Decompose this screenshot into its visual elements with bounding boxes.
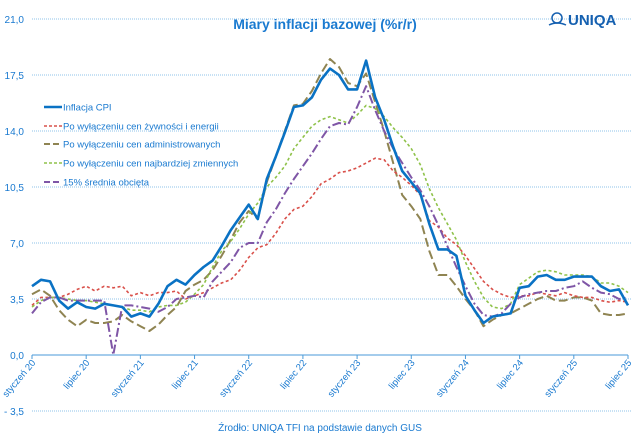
legend-label: Po wyłączeniu cen najbardziej zmiennych bbox=[63, 159, 238, 170]
y-tick-label: 14,0 bbox=[5, 127, 25, 138]
legend-label: Po wyłączeniu cen administrowanych bbox=[63, 140, 220, 151]
series-lines bbox=[31, 58, 630, 356]
x-axis: styczeń 20 lipiec 20 styczeń 21 lipiec 21 st… bbox=[1, 354, 634, 400]
x-tick-label: styczeń 25 bbox=[542, 358, 580, 400]
y-tick-label: - 3,5 bbox=[4, 407, 24, 418]
series-line-2 bbox=[31, 58, 629, 332]
y-tick-label: 7,0 bbox=[10, 239, 24, 250]
x-tick-label: styczeń 20 bbox=[1, 358, 39, 400]
y-tick-label: 0,0 bbox=[10, 351, 24, 362]
legend: Inflacja CPI Po wyłączeniu cen żywności i… bbox=[44, 103, 238, 189]
uniqa-logo-text: UNIQA bbox=[568, 12, 617, 29]
source-note: Źrodło: UNIQA TFI na podstawie danych GU… bbox=[218, 421, 422, 434]
x-tick-label: lipiec 20 bbox=[62, 358, 93, 392]
legend-label: Po wyłączeniu cen żywności i energii bbox=[63, 122, 219, 133]
y-tick-label: 10,5 bbox=[5, 183, 25, 194]
legend-label: 15% średnia obcięta bbox=[63, 178, 150, 189]
y-tick-label: 21,0 bbox=[5, 15, 25, 26]
x-tick-label: lipiec 22 bbox=[278, 358, 309, 392]
x-tick-label: styczeń 21 bbox=[109, 358, 147, 400]
x-tick-label: styczeń 22 bbox=[217, 358, 255, 400]
y-axis-ticks: 21,0 17,5 14,0 10,5 7,0 3,5 0,0 - 3,5 bbox=[4, 15, 24, 418]
legend-label: Inflacja CPI bbox=[63, 103, 112, 114]
gridlines bbox=[32, 18, 632, 412]
series-line-4 bbox=[31, 85, 629, 356]
x-tick-label: styczeń 24 bbox=[434, 358, 472, 400]
x-tick-label: lipiec 21 bbox=[170, 358, 201, 392]
x-tick-label: styczeń 23 bbox=[326, 358, 364, 400]
x-tick-label: lipiec 24 bbox=[495, 358, 526, 392]
y-tick-label: 17,5 bbox=[5, 71, 25, 82]
uniqa-logo-icon bbox=[548, 12, 567, 26]
x-tick-label: lipiec 25 bbox=[603, 358, 634, 392]
series-line-3 bbox=[31, 104, 629, 313]
series-line-1 bbox=[31, 157, 629, 306]
chart-title: Miary inflacji bazowej (%r/r) bbox=[233, 16, 417, 32]
y-tick-label: 3,5 bbox=[10, 295, 24, 306]
series-line-0 bbox=[31, 59, 630, 325]
uniqa-logo: UNIQA bbox=[548, 12, 617, 29]
x-tick-label: lipiec 23 bbox=[387, 358, 418, 392]
